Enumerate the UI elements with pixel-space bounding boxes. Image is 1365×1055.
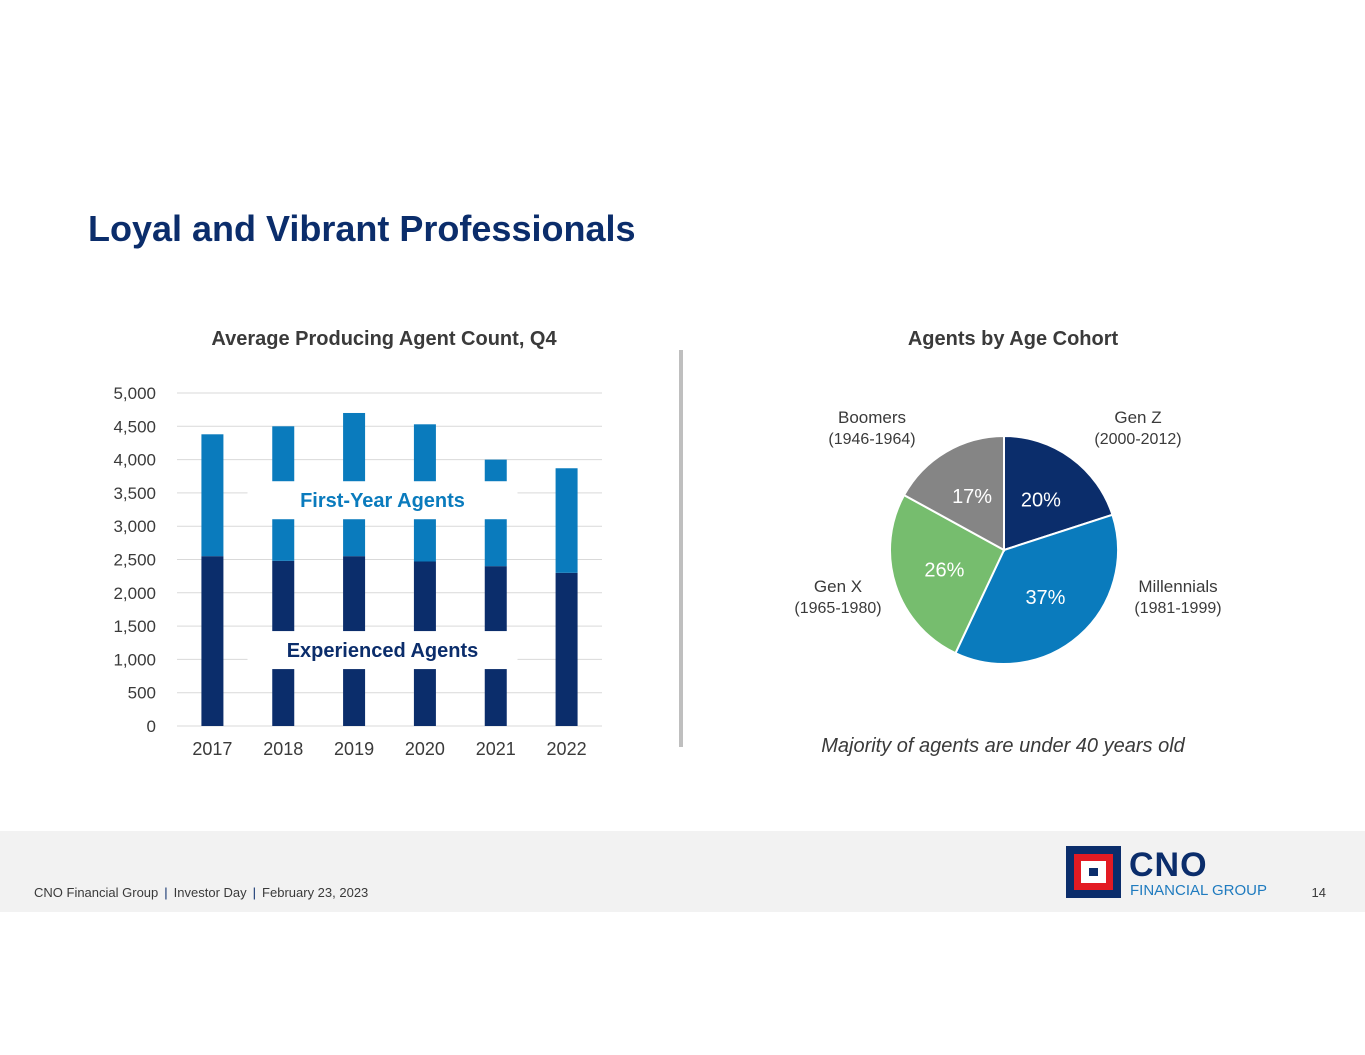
- pie-slice-label: 37%: [1025, 587, 1065, 609]
- pie-slice: [954, 513, 1119, 665]
- y-tick-label: 2,000: [113, 584, 156, 603]
- pie-category-range: (1965-1980): [794, 600, 881, 617]
- bar-segment: [201, 556, 224, 726]
- x-tick-label: 2020: [405, 739, 445, 759]
- y-tick-label: 3,500: [113, 484, 156, 503]
- pie-category-range: (2000-2012): [1094, 431, 1181, 448]
- y-tick-label: 1,000: [113, 650, 156, 669]
- pie-slice-label: 26%: [924, 559, 964, 581]
- footer-separator: |: [252, 885, 257, 900]
- footer-date: February 23, 2023: [262, 885, 369, 900]
- series-label: First-Year Agents: [300, 490, 465, 512]
- cno-logo: CNO FINANCIAL GROUP: [1066, 846, 1276, 901]
- page-number: 14: [1311, 885, 1326, 900]
- x-tick-label: 2019: [334, 739, 374, 759]
- y-tick-label: 1,500: [113, 617, 156, 636]
- y-tick-label: 4,500: [113, 417, 156, 436]
- x-tick-label: 2021: [476, 739, 516, 759]
- x-tick-label: 2017: [192, 739, 232, 759]
- pie-slice-label: 17%: [952, 486, 992, 508]
- y-tick-label: 2,500: [113, 551, 156, 570]
- bar-segment: [555, 572, 578, 726]
- pie-slice: [902, 434, 1005, 552]
- footer-event: Investor Day: [173, 885, 247, 900]
- y-tick-label: 5,000: [113, 384, 156, 403]
- x-tick-label: 2018: [263, 739, 303, 759]
- y-tick-label: 3,000: [113, 517, 156, 536]
- pie-chart: 20% Gen Z (2000-2012) 37% Millennials (1981-1…: [794, 408, 1222, 665]
- footer-separator: |: [164, 885, 168, 900]
- footer: CNO Financial Group | Investor Day | Februar…: [0, 831, 1365, 912]
- pie-category-range: (1946-1964): [828, 431, 915, 448]
- pie-category-name: Gen X: [814, 577, 862, 596]
- bar-segment: [555, 468, 578, 573]
- pie-slice-label: 20%: [1021, 489, 1061, 511]
- y-tick-label: 4,000: [113, 451, 156, 470]
- logo-subtitle: FINANCIAL GROUP: [1130, 882, 1267, 899]
- pie-chart-note: Majority of agents are under 40 years ol…: [821, 735, 1185, 757]
- pie-chart-title: Agents by Age Cohort: [907, 328, 1119, 350]
- series-label-backing: [247, 481, 518, 520]
- footer-company: CNO Financial Group: [34, 885, 159, 900]
- logo-name: CNO: [1129, 846, 1208, 884]
- bar-chart-title: Average Producing Agent Count, Q4: [211, 328, 557, 350]
- pie-category-name: Gen Z: [1114, 408, 1161, 427]
- cno-logo-mark-icon: [1066, 846, 1121, 898]
- y-tick-label: 0: [147, 717, 156, 736]
- page-title: Loyal and Vibrant Professionals: [88, 208, 636, 249]
- y-tick-label: 500: [128, 684, 156, 703]
- series-label-backing: [247, 631, 518, 670]
- x-tick-label: 2022: [547, 739, 587, 759]
- pie-slice: [1003, 434, 1114, 552]
- pie-category-range: (1981-1999): [1134, 600, 1221, 617]
- bar-chart: 0 500 1,000 1,500 2,000 2,500 3,000 3,500 4,000 4…: [113, 384, 602, 759]
- series-label: Experienced Agents: [287, 640, 479, 662]
- footer-text: CNO Financial Group | Investor Day | Februar…: [34, 885, 368, 900]
- pie-category-name: Boomers: [838, 408, 906, 427]
- bar-segment: [201, 434, 224, 557]
- section-divider: [679, 350, 683, 747]
- pie-category-name: Millennials: [1138, 577, 1217, 596]
